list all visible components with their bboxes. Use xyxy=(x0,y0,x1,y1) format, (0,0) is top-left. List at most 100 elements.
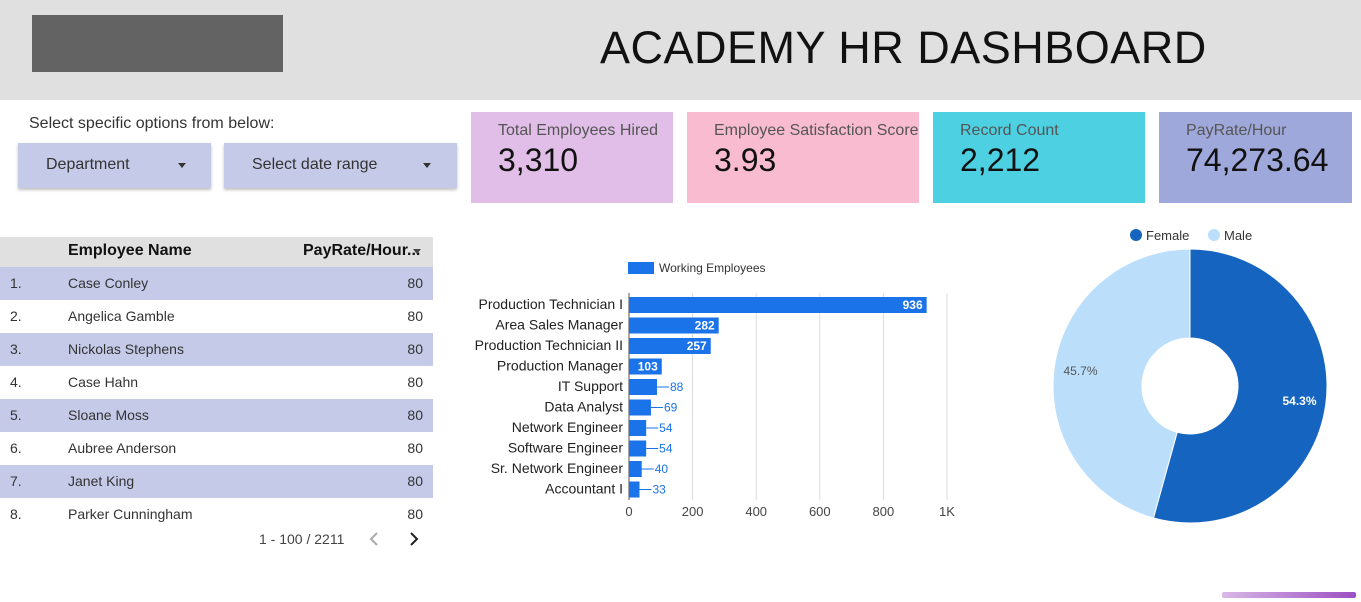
table-row[interactable]: 5. Sloane Moss 80 xyxy=(0,399,433,432)
employee-name-cell: Sloane Moss xyxy=(68,407,149,423)
department-dropdown[interactable]: Department xyxy=(18,143,211,188)
bar-value-label: 936 xyxy=(903,298,923,312)
employee-name-cell: Case Hahn xyxy=(68,374,139,390)
legend-swatch-female xyxy=(1130,229,1142,241)
row-number: 1. xyxy=(10,275,22,291)
kpi-satisfaction-score: Employee Satisfaction Score 3.93 xyxy=(687,112,919,203)
x-tick-label: 800 xyxy=(873,504,895,519)
category-label: Data Analyst xyxy=(544,399,623,415)
kpi-total-employees: Total Employees Hired 3,310 xyxy=(471,112,673,203)
category-label: Accountant I xyxy=(545,481,623,497)
category-label: Software Engineer xyxy=(508,440,624,456)
table-row[interactable]: 7. Janet King 80 xyxy=(0,465,433,498)
kpi-label: Record Count xyxy=(960,122,1059,139)
legend-label: Working Employees xyxy=(659,261,766,275)
bar xyxy=(629,481,640,498)
kpi-value: 3.93 xyxy=(714,142,777,178)
horizontal-scrollbar[interactable] xyxy=(1222,592,1356,598)
table-row[interactable]: 6. Aubree Anderson 80 xyxy=(0,432,433,465)
filter-instructions: Select specific options from below: xyxy=(29,115,275,132)
legend-swatch-male xyxy=(1208,229,1220,241)
bar xyxy=(629,420,647,436)
date-range-dropdown[interactable]: Select date range xyxy=(224,143,457,188)
table-header: Employee Name PayRate/Hour... xyxy=(0,237,433,267)
category-label: Area Sales Manager xyxy=(495,317,623,333)
kpi-label: PayRate/Hour xyxy=(1186,122,1287,139)
x-tick-label: 600 xyxy=(809,504,831,519)
row-number: 6. xyxy=(10,440,22,456)
kpi-payrate: PayRate/Hour 74,273.64 xyxy=(1159,112,1352,203)
payrate-cell: 80 xyxy=(407,275,423,291)
bar-value-label: 282 xyxy=(695,319,715,333)
kpi-record-count: Record Count 2,212 xyxy=(933,112,1145,203)
logo-placeholder xyxy=(32,15,283,72)
kpi-value: 3,310 xyxy=(498,142,579,178)
dropdown-arrow-icon xyxy=(178,163,186,168)
bar xyxy=(629,399,651,416)
table-row[interactable]: 3. Nickolas Stephens 80 xyxy=(0,333,433,366)
row-number: 3. xyxy=(10,341,22,357)
bar xyxy=(629,379,657,395)
bar-value-label: 88 xyxy=(670,380,684,394)
slice-value-label: 45.7% xyxy=(1063,364,1097,378)
bar-value-label: 54 xyxy=(659,442,673,456)
category-label: Production Manager xyxy=(497,358,623,374)
x-tick-label: 400 xyxy=(745,504,767,519)
employee-name-cell: Aubree Anderson xyxy=(68,440,177,456)
category-label: Production Technician I xyxy=(479,296,624,312)
employee-name-cell: Parker Cunningham xyxy=(68,506,193,522)
dropdown-arrow-icon xyxy=(423,163,431,168)
bar-value-label: 33 xyxy=(652,483,666,497)
donut-slice-male xyxy=(1052,248,1191,519)
column-header-payrate[interactable]: PayRate/Hour... xyxy=(303,242,421,259)
x-tick-label: 0 xyxy=(625,504,632,519)
bar xyxy=(629,338,711,354)
employee-name-cell: Case Conley xyxy=(68,275,149,291)
bar-value-label: 54 xyxy=(659,421,673,435)
table-row[interactable]: 8. Parker Cunningham 80 xyxy=(0,498,433,531)
kpi-value: 2,212 xyxy=(960,142,1041,178)
payrate-cell: 80 xyxy=(407,506,423,522)
employee-name-cell: Janet King xyxy=(68,473,135,489)
table-row[interactable]: 1. Case Conley 80 xyxy=(0,267,433,300)
header-bar: ACADEMY HR DASHBOARD xyxy=(0,0,1361,100)
payrate-cell: 80 xyxy=(407,440,423,456)
slice-value-label: 54.3% xyxy=(1282,394,1316,408)
bar xyxy=(629,461,642,477)
payrate-cell: 80 xyxy=(407,374,423,390)
pagination-label: 1 - 100 / 2211 xyxy=(259,531,345,547)
bar xyxy=(629,317,719,334)
employee-name-cell: Nickolas Stephens xyxy=(68,341,184,357)
payrate-cell: 80 xyxy=(407,341,423,357)
kpi-label: Employee Satisfaction Score xyxy=(714,122,919,139)
chevron-left-icon[interactable] xyxy=(362,527,386,551)
bar-value-label: 257 xyxy=(687,339,707,353)
legend-label-female: Female xyxy=(1146,228,1189,243)
x-tick-label: 1K xyxy=(939,504,955,519)
legend-swatch xyxy=(628,262,654,274)
category-label: Production Technician II xyxy=(475,337,623,353)
x-tick-label: 200 xyxy=(682,504,704,519)
row-number: 2. xyxy=(10,308,22,324)
row-number: 7. xyxy=(10,473,22,489)
bar xyxy=(629,297,927,313)
chevron-right-icon[interactable] xyxy=(402,527,426,551)
category-label: IT Support xyxy=(558,378,623,394)
sort-descending-icon[interactable] xyxy=(413,249,421,254)
bar-value-label: 103 xyxy=(638,360,658,374)
page-title: ACADEMY HR DASHBOARD xyxy=(600,22,1207,73)
bar xyxy=(629,440,647,457)
legend-label-male: Male xyxy=(1224,228,1252,243)
table-row[interactable]: 4. Case Hahn 80 xyxy=(0,366,433,399)
table-row[interactable]: 2. Angelica Gamble 80 xyxy=(0,300,433,333)
bar-value-label: 69 xyxy=(664,401,678,415)
department-dropdown-label: Department xyxy=(46,156,130,173)
working-employees-bar-chart: Working Employees 0 200 400 600 800 1K Producti… xyxy=(475,261,956,519)
row-number: 5. xyxy=(10,407,22,423)
donut-slice-female xyxy=(1152,248,1328,524)
date-range-dropdown-label: Select date range xyxy=(252,156,378,173)
column-header-employee-name[interactable]: Employee Name xyxy=(68,242,192,259)
payrate-cell: 80 xyxy=(407,407,423,423)
employee-table: Employee Name PayRate/Hour... 1. Case Co… xyxy=(0,237,433,531)
category-label: Network Engineer xyxy=(512,419,624,435)
